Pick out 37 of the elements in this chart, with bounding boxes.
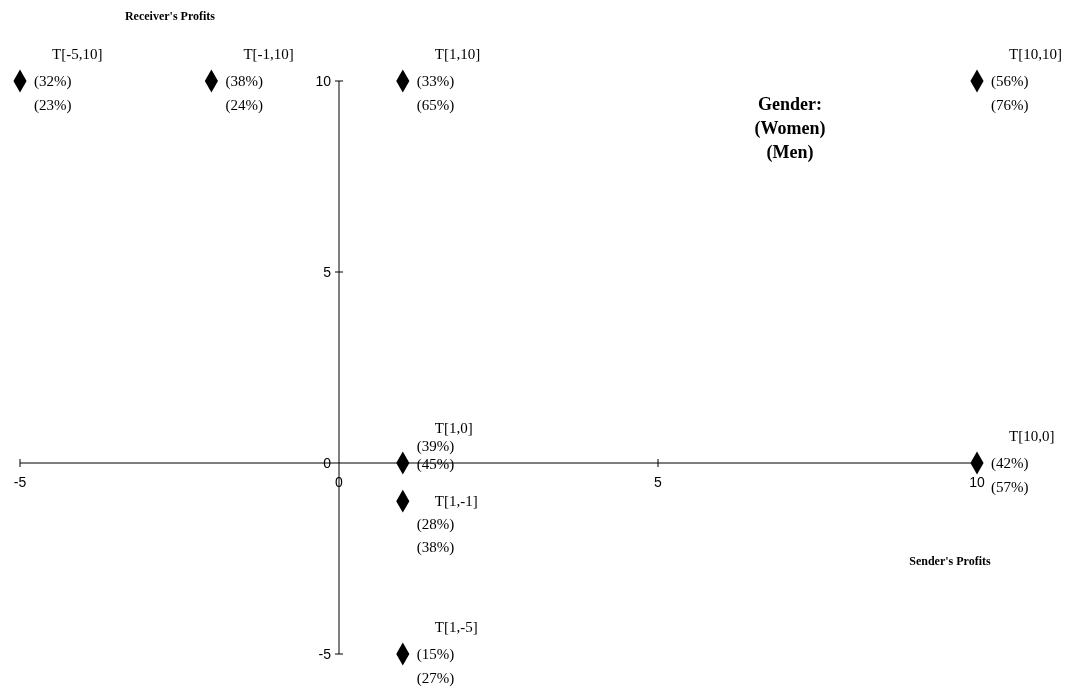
annotation: Gender: xyxy=(758,94,822,114)
annotation: (24%) xyxy=(225,97,263,114)
x-axis-title: Sender's Profits xyxy=(909,554,992,568)
annotation: T[10,10] xyxy=(1009,46,1062,62)
annotation: (57%) xyxy=(991,479,1029,496)
annotation: (56%) xyxy=(991,73,1029,90)
annotation: T[1,-1] xyxy=(434,493,478,510)
annotation: T[1,10] xyxy=(434,46,481,62)
annotation: (45%) xyxy=(416,456,455,473)
annotation: (27%) xyxy=(416,670,455,687)
y-tick-label: -5 xyxy=(318,646,332,662)
annotation: T[1,0] xyxy=(434,420,473,436)
annotation: (23%) xyxy=(34,97,72,114)
y-tick-label: 10 xyxy=(315,73,332,89)
annotation: T[1,-5] xyxy=(434,619,478,635)
y-tick-label: 0 xyxy=(323,455,332,471)
annotation: (39%) xyxy=(416,438,455,455)
y-axis-title: Receiver's Profits xyxy=(124,9,216,23)
annotation: (76%) xyxy=(991,97,1029,114)
annotation: (28%) xyxy=(416,516,455,534)
x-tick-label: -5 xyxy=(13,474,27,490)
annotation: (Women) xyxy=(754,118,826,139)
annotation: (42%) xyxy=(991,455,1029,472)
annotation: T[-5,10] xyxy=(52,46,103,62)
y-tick-label: 5 xyxy=(323,264,332,280)
x-tick-label: 0 xyxy=(335,474,344,490)
annotation: (Men) xyxy=(766,142,814,163)
annotation: (32%) xyxy=(34,73,72,90)
annotation: (15%) xyxy=(416,646,455,663)
x-tick-label: 5 xyxy=(654,474,663,490)
annotation: (65%) xyxy=(416,97,455,114)
annotation: T[10,0] xyxy=(1009,428,1055,444)
annotation: T[-1,10] xyxy=(243,46,294,62)
annotation: (38%) xyxy=(416,539,455,557)
x-tick-label: 10 xyxy=(969,474,985,490)
annotation: (33%) xyxy=(416,73,455,90)
annotation: (38%) xyxy=(225,73,263,90)
